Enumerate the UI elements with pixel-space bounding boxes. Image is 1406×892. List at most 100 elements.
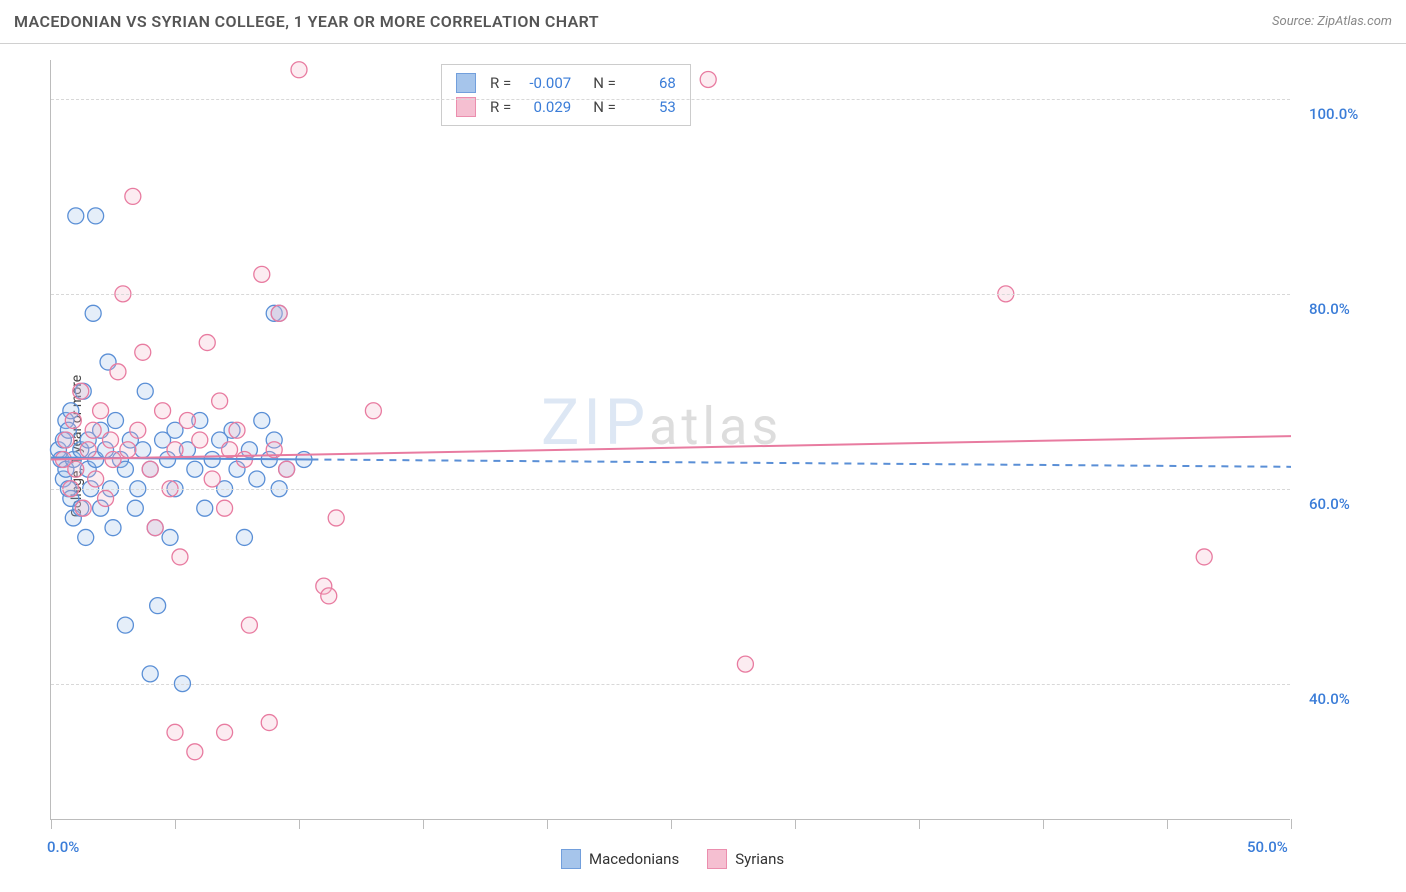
legend-row-macedonians: R = -0.007 N = 68 — [456, 71, 676, 95]
scatter-point-macedonian — [142, 666, 158, 682]
legend-label-syrians: Syrians — [735, 850, 784, 868]
gridline-h — [51, 684, 1290, 685]
scatter-point-syrian — [261, 715, 277, 731]
scatter-point-macedonian — [105, 520, 121, 536]
header-bar: MACEDONIAN VS SYRIAN COLLEGE, 1 YEAR OR … — [0, 0, 1406, 44]
scatter-point-macedonian — [162, 529, 178, 545]
x-tick — [1043, 819, 1044, 829]
scatter-point-syrian — [110, 364, 126, 380]
scatter-point-macedonian — [78, 529, 94, 545]
scatter-point-macedonian — [187, 461, 203, 477]
legend-swatch-macedonians — [561, 849, 581, 869]
chart-title: MACEDONIAN VS SYRIAN COLLEGE, 1 YEAR OR … — [14, 12, 599, 31]
x-tick — [919, 819, 920, 829]
scatter-point-syrian — [291, 62, 307, 78]
scatter-point-syrian — [321, 588, 337, 604]
legend-r-label: R = — [490, 71, 511, 95]
scatter-point-syrian — [73, 383, 89, 399]
scatter-point-macedonian — [249, 471, 265, 487]
x-tick — [671, 819, 672, 829]
scatter-point-syrian — [192, 432, 208, 448]
gridline-h — [51, 99, 1290, 100]
scatter-point-macedonian — [236, 529, 252, 545]
scatter-point-macedonian — [197, 500, 213, 516]
legend-series-box: Macedonians Syrians — [561, 849, 784, 869]
scatter-point-syrian — [80, 442, 96, 458]
scatter-point-syrian — [120, 442, 136, 458]
scatter-point-syrian — [229, 422, 245, 438]
scatter-point-macedonian — [68, 208, 84, 224]
scatter-point-syrian — [167, 724, 183, 740]
scatter-point-syrian — [271, 305, 287, 321]
scatter-point-syrian — [279, 461, 295, 477]
scatter-point-syrian — [217, 724, 233, 740]
gridline-h — [51, 489, 1290, 490]
legend-swatch-macedonians — [456, 73, 476, 93]
scatter-point-macedonian — [150, 598, 166, 614]
gridline-h — [51, 294, 1290, 295]
y-tick-label: 80.0% — [1309, 300, 1350, 318]
x-tick — [1291, 819, 1292, 829]
regression-line-dashed-macedonian — [311, 459, 1291, 466]
scatter-point-syrian — [217, 500, 233, 516]
legend-swatch-syrians — [707, 849, 727, 869]
scatter-point-macedonian — [85, 305, 101, 321]
x-tick — [423, 819, 424, 829]
scatter-point-syrian — [125, 188, 141, 204]
scatter-point-macedonian — [107, 413, 123, 429]
scatter-plot-area: ZIPatlas R = -0.007 N = 68 R = 0.029 N =… — [50, 60, 1290, 820]
scatter-point-syrian — [167, 442, 183, 458]
y-tick-label: 60.0% — [1309, 495, 1350, 513]
scatter-point-syrian — [130, 422, 146, 438]
scatter-point-syrian — [155, 403, 171, 419]
legend-swatch-syrians — [456, 97, 476, 117]
scatter-point-syrian — [65, 413, 81, 429]
scatter-point-macedonian — [127, 500, 143, 516]
scatter-point-macedonian — [137, 383, 153, 399]
scatter-point-syrian — [58, 432, 74, 448]
x-tick — [547, 819, 548, 829]
scatter-point-syrian — [85, 422, 101, 438]
x-tick — [51, 819, 52, 829]
x-tick — [175, 819, 176, 829]
scatter-point-syrian — [254, 266, 270, 282]
scatter-point-macedonian — [117, 617, 133, 633]
scatter-point-syrian — [98, 490, 114, 506]
scatter-point-syrian — [147, 520, 163, 536]
scatter-point-syrian — [179, 413, 195, 429]
x-tick — [795, 819, 796, 829]
scatter-point-macedonian — [254, 413, 270, 429]
legend-n-label: N = — [593, 71, 616, 95]
x-tick-label: 0.0% — [47, 838, 79, 856]
scatter-point-syrian — [172, 549, 188, 565]
scatter-point-macedonian — [135, 442, 151, 458]
scatter-point-syrian — [68, 461, 84, 477]
x-tick — [1167, 819, 1168, 829]
scatter-point-syrian — [93, 403, 109, 419]
legend-item-macedonians: Macedonians — [561, 849, 679, 869]
scatter-point-syrian — [75, 500, 91, 516]
scatter-point-syrian — [103, 432, 119, 448]
scatter-point-syrian — [737, 656, 753, 672]
scatter-point-syrian — [142, 461, 158, 477]
scatter-point-syrian — [328, 510, 344, 526]
plot-svg — [51, 60, 1290, 819]
scatter-point-syrian — [105, 451, 121, 467]
legend-correlation-box: R = -0.007 N = 68 R = 0.029 N = 53 — [441, 64, 691, 126]
legend-label-macedonians: Macedonians — [589, 850, 679, 868]
scatter-point-syrian — [365, 403, 381, 419]
scatter-point-syrian — [88, 471, 104, 487]
y-tick-label: 100.0% — [1309, 105, 1358, 123]
x-tick-label: 50.0% — [1247, 838, 1288, 856]
legend-r-value-macedonians: -0.007 — [521, 71, 571, 95]
legend-n-value-macedonians: 68 — [626, 71, 676, 95]
scatter-point-syrian — [187, 744, 203, 760]
scatter-point-syrian — [199, 335, 215, 351]
scatter-point-macedonian — [88, 208, 104, 224]
source-label: Source: ZipAtlas.com — [1272, 14, 1392, 29]
scatter-point-syrian — [1196, 549, 1212, 565]
y-tick-label: 40.0% — [1309, 690, 1350, 708]
scatter-point-syrian — [212, 393, 228, 409]
scatter-point-syrian — [135, 344, 151, 360]
scatter-point-syrian — [204, 471, 220, 487]
